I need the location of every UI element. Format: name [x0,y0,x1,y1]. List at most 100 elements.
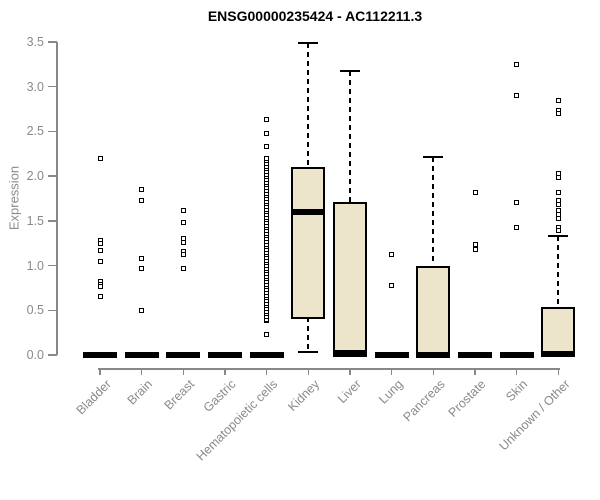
zero-bar [374,352,409,358]
zero-bar [458,352,493,358]
y-axis-line [56,41,58,355]
box [333,201,368,357]
y-tick-label: 0.0 [26,348,44,362]
outlier-point [180,220,186,226]
x-tick-label: Lung [376,377,406,407]
x-tick [557,368,560,375]
outlier-point [264,143,270,149]
y-tick-label: 3.0 [26,79,44,94]
zero-bar [83,352,117,358]
y-tick [48,41,57,43]
median-line [291,208,326,215]
x-tick [99,368,101,375]
outlier-point [555,175,561,181]
zero-bar [124,352,159,358]
outlier-point [97,294,103,300]
chart-title: ENSG00000235424 - AC112211.3 [207,8,423,24]
x-tick [140,368,143,375]
outlier-point [389,282,395,288]
whisker-lower [307,316,310,353]
outlier-point [555,189,561,195]
outlier-point [139,197,145,203]
whisker-upper [307,42,310,168]
outlier-point [514,61,520,67]
median-line [333,350,368,357]
outlier-point [555,216,561,222]
x-tick [390,368,393,375]
x-tick [515,368,518,375]
y-tick-label: 3.5 [26,34,44,49]
whisker-upper [432,157,435,266]
x-tick-label: Bladder [73,377,114,418]
zero-bar [208,352,242,358]
outlier-point [514,92,520,98]
outlier-point [139,265,145,271]
x-tick-label: Skin [503,377,531,405]
x-tick [265,368,268,375]
outlier-point [555,98,561,104]
outlier-point [97,240,103,246]
median-line [416,352,451,358]
x-tick-label: Gastric [201,377,239,415]
outlier-point [97,247,103,253]
outlier-point [97,155,103,161]
x-tick [474,368,476,375]
x-axis-line [98,368,561,370]
box [291,167,326,319]
outlier-point [555,110,561,116]
outlier-point [264,117,270,123]
outlier-point [264,130,270,136]
x-tick-label: Liver [334,377,364,407]
x-tick-label: Brain [125,377,156,408]
whisker-cap-upper [340,70,361,73]
y-tick-label: 1.5 [26,213,44,228]
x-tick [307,368,310,375]
y-tick [48,354,57,356]
outlier-point [97,284,103,290]
y-tick-label: 1.0 [26,258,44,273]
outlier-point [264,155,270,161]
box [541,306,576,357]
outlier-point [389,252,395,258]
zero-bar [249,352,284,358]
x-tick [432,368,435,375]
outlier-point [180,252,186,258]
y-tick [48,175,57,177]
x-tick-label: Hematopoietic cells [194,377,281,464]
x-tick-label: Breast [161,377,198,413]
whisker-cap-upper [548,234,569,237]
x-tick [224,368,226,375]
outlier-point [264,331,270,337]
y-tick [48,264,57,267]
y-tick-label: 0.5 [26,303,44,318]
box [416,265,451,357]
outlier-point [514,224,520,230]
outlier-point [555,202,561,208]
x-tick-label: Kidney [285,377,323,414]
zero-bar [166,352,201,358]
x-tick [182,368,185,375]
outlier-point [139,186,145,192]
whisker-upper [349,71,352,202]
y-tick [48,309,57,311]
outlier-point [472,189,478,195]
whisker-cap-lower [298,351,319,354]
x-tick-label: Pancreas [400,377,448,425]
y-tick [48,130,57,132]
outlier-point [514,200,520,206]
whisker-cap-upper [423,156,444,159]
outlier-point [180,208,186,214]
zero-bar [499,352,534,358]
outlier-point [97,259,103,265]
x-tick [349,368,351,375]
whisker-upper [557,235,560,307]
outlier-point [555,228,561,234]
y-tick [48,220,57,222]
outlier-point [139,255,145,261]
y-tick-label: 2.5 [26,124,44,139]
outlier-point [472,246,478,252]
y-tick-label: 2.0 [26,169,44,183]
median-line [541,351,576,358]
